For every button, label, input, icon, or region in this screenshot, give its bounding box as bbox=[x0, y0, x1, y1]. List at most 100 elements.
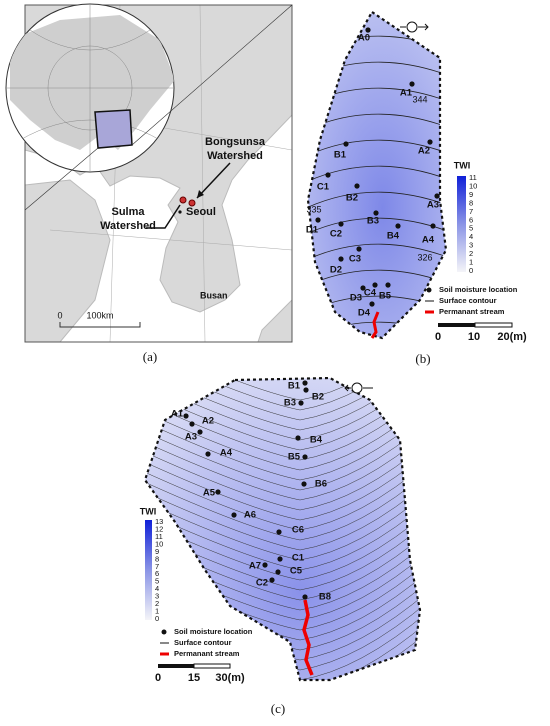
annotation: Sulma bbox=[111, 206, 145, 218]
arrow bbox=[196, 162, 231, 199]
scale-bar bbox=[59, 322, 141, 328]
contour bbox=[145, 469, 420, 541]
stream bbox=[302, 599, 314, 676]
watershed-boundary bbox=[306, 10, 448, 340]
point-label: C1 bbox=[292, 553, 305, 564]
globe-grid bbox=[47, 45, 133, 131]
caption: (c) bbox=[271, 701, 285, 716]
soil-moisture-point bbox=[298, 400, 304, 406]
soil-moisture-point bbox=[372, 282, 378, 288]
soil-moisture-point bbox=[276, 529, 282, 535]
point-label: B3 bbox=[284, 398, 296, 409]
north-arrow bbox=[400, 21, 429, 33]
point-label: A7 bbox=[249, 561, 261, 572]
soil-moisture-point bbox=[302, 380, 308, 386]
contour bbox=[145, 439, 420, 511]
point-label: C4 bbox=[364, 288, 377, 299]
colorbar-tick: 13 bbox=[155, 517, 163, 526]
contour bbox=[145, 399, 420, 471]
soil-moisture-point bbox=[434, 193, 440, 199]
contour bbox=[145, 378, 420, 401]
colorbar-tick: 1 bbox=[469, 258, 473, 267]
point-label: D4 bbox=[358, 308, 371, 319]
soil-moisture-point bbox=[295, 435, 301, 441]
legend-marker bbox=[161, 629, 167, 635]
contour bbox=[145, 479, 420, 551]
point-label: D2 bbox=[330, 265, 342, 276]
soil-moisture-point bbox=[430, 223, 436, 229]
colorbar-tick: 8 bbox=[155, 554, 159, 563]
soil-moisture-point bbox=[269, 577, 275, 583]
soil-moisture-point bbox=[409, 81, 415, 87]
colorbar-tick: 10 bbox=[155, 539, 163, 548]
colorbar-tick: 11 bbox=[469, 173, 477, 182]
soil-moisture-point bbox=[215, 489, 221, 495]
scale-label: 30(m) bbox=[215, 672, 245, 684]
zoom-line bbox=[24, 4, 293, 211]
legend-label: Permanant stream bbox=[439, 307, 505, 316]
colorbar-tick: 9 bbox=[155, 547, 159, 556]
soil-moisture-point bbox=[302, 454, 308, 460]
colorbar-tick: 7 bbox=[469, 207, 473, 216]
colorbar bbox=[145, 520, 152, 620]
legend-label: Soil moisture location bbox=[174, 627, 253, 636]
watershed-boundary bbox=[143, 376, 422, 682]
point-label: A4 bbox=[422, 235, 435, 246]
colorbar-title: TWI bbox=[454, 160, 471, 170]
point-label: A5 bbox=[203, 488, 216, 499]
scale-label: 0 bbox=[155, 672, 161, 684]
frame bbox=[24, 4, 293, 343]
map-c bbox=[143, 376, 422, 682]
soil-moisture-point bbox=[275, 569, 281, 575]
globe bbox=[5, 3, 293, 211]
legend-label: Surface contour bbox=[174, 638, 232, 647]
soil-moisture-point bbox=[354, 183, 360, 189]
colorbar-tick: 4 bbox=[469, 232, 473, 241]
legend-label: Surface contour bbox=[439, 296, 497, 305]
soil-moisture-point bbox=[315, 217, 321, 223]
colorbar-tick: 4 bbox=[155, 584, 159, 593]
point-label: B6 bbox=[315, 479, 327, 490]
annotation: Watershed bbox=[207, 150, 263, 162]
soil-moisture-point bbox=[338, 256, 344, 262]
point-label: C6 bbox=[292, 525, 304, 536]
point-label: B2 bbox=[346, 193, 358, 204]
colorbar-title: TWI bbox=[140, 506, 157, 516]
soil-moisture-point bbox=[189, 421, 195, 427]
contour bbox=[145, 419, 420, 491]
land bbox=[25, 179, 111, 342]
soil-moisture-point bbox=[365, 27, 371, 33]
colorbar-tick: 5 bbox=[469, 224, 473, 233]
contour bbox=[308, 165, 446, 186]
soil-moisture-point bbox=[197, 429, 203, 435]
point-label: B2 bbox=[312, 392, 324, 403]
soil-moisture-point bbox=[385, 282, 391, 288]
colorbar-tick: 11 bbox=[155, 532, 163, 541]
soil-moisture-point bbox=[338, 221, 344, 227]
contour bbox=[145, 459, 420, 531]
legend-marker bbox=[426, 287, 432, 293]
contour bbox=[145, 489, 420, 561]
point-label: B1 bbox=[288, 381, 301, 392]
colorbar-tick: 8 bbox=[469, 198, 473, 207]
soil-moisture-point bbox=[395, 223, 401, 229]
colorbar-tick: 10 bbox=[469, 181, 477, 190]
point-label: C5 bbox=[290, 566, 303, 577]
point-label: C3 bbox=[349, 254, 361, 265]
contour bbox=[145, 429, 420, 501]
point-label: A3 bbox=[427, 200, 439, 211]
point-label: A2 bbox=[202, 416, 214, 427]
colorbar-tick: 5 bbox=[155, 577, 159, 586]
scale-label: 0 bbox=[435, 331, 441, 343]
soil-moisture-point bbox=[356, 246, 362, 252]
colorbar-tick: 9 bbox=[469, 190, 473, 199]
point-label: B5 bbox=[379, 291, 392, 302]
colorbar bbox=[457, 176, 466, 272]
point-label: B1 bbox=[334, 150, 347, 161]
colorbar-tick: 1 bbox=[155, 607, 159, 616]
contour bbox=[145, 509, 420, 581]
colorbar-tick: 6 bbox=[155, 569, 159, 578]
point-label: D3 bbox=[350, 293, 362, 304]
scale-label: 20(m) bbox=[497, 331, 527, 343]
